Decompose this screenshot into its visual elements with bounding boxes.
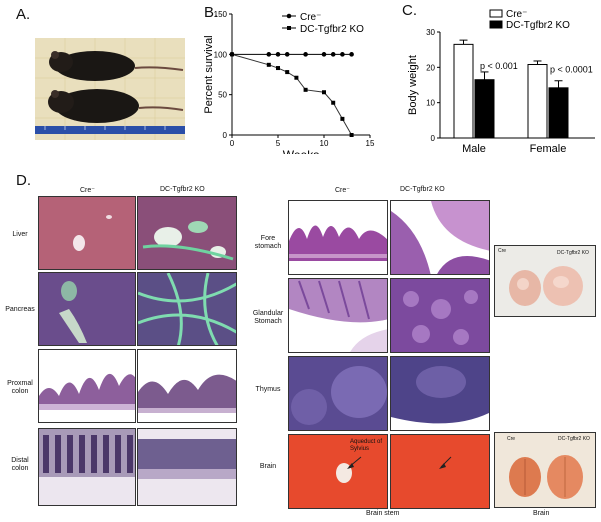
x-axis-label: Weeks xyxy=(283,148,319,154)
y-tick-label: 100 xyxy=(214,50,228,59)
cre-point xyxy=(303,52,308,57)
left-col-header-ko: DC-Tgfbr2 KO xyxy=(160,186,205,193)
brain-label-ko: DC-Tgfbr2 KO xyxy=(558,436,590,442)
liver-cre-image xyxy=(38,196,136,270)
y-tick-label: 150 xyxy=(214,10,228,19)
panel-label-a: A. xyxy=(16,6,31,23)
brain-stem-ko-image xyxy=(390,434,490,509)
distal-colon-cre-image xyxy=(38,428,136,506)
cre-point xyxy=(340,52,345,57)
brain-stem-footer: Brain stem xyxy=(366,510,400,517)
legend-label-1: DC-Tgfbr2 KO xyxy=(506,20,570,31)
legend-label-0: Cre⁻ xyxy=(506,9,527,20)
survival-chart: 0 50 100 150 0 5 10 15 Weeks Percent survival Cre⁻… xyxy=(203,10,375,154)
ko-point xyxy=(331,100,336,105)
bar-1-0 xyxy=(474,79,495,139)
proximal-colon-cre-image xyxy=(38,349,136,423)
series-line-1 xyxy=(231,53,353,136)
distal-colon-ko-image xyxy=(137,428,237,506)
ko-point xyxy=(266,62,271,67)
cre-point xyxy=(349,52,354,57)
x-tick-label: 5 xyxy=(276,139,281,148)
row-label-liver: Liver xyxy=(12,231,28,238)
y-axis-label: Body weight xyxy=(407,55,419,115)
y-tick-label: 30 xyxy=(426,28,435,37)
row-label-glandular-stomach: Glandular Stomach xyxy=(252,310,284,325)
brain-photo-caption: Brain xyxy=(533,510,550,517)
row-label-fore-stomach: Fore stomach xyxy=(254,235,282,250)
right-col-header-ko: DC-Tgfbr2 KO xyxy=(400,186,445,193)
pancreas-ko-image xyxy=(137,272,237,346)
panel-label-b: B. xyxy=(204,4,219,21)
legend-swatch-0 xyxy=(489,9,503,18)
thymus-ko-image xyxy=(390,356,490,431)
x-tick-label: 0 xyxy=(230,139,235,148)
y-tick-label: 0 xyxy=(223,131,228,140)
cre-point xyxy=(275,52,281,57)
aqueduct-annotation: Aqueduct of Sylvius xyxy=(350,439,383,452)
cre-point xyxy=(321,52,327,57)
ko-point xyxy=(340,116,345,121)
row-label-proximal-colon: Proxmal colon xyxy=(7,380,33,395)
annotation-female: p < 0.0001 xyxy=(550,65,593,75)
bar-0-0 xyxy=(453,43,474,139)
legend-label-0: Cre⁻ xyxy=(300,12,321,23)
category-label-0: Male xyxy=(462,143,486,155)
row-label-brain: Brain xyxy=(259,463,277,470)
annotation-male: p < 0.001 xyxy=(480,61,518,71)
fore-stomach-cre-image xyxy=(288,200,388,275)
ko-point xyxy=(276,66,280,71)
right-col-header-cre: Cre⁻ xyxy=(335,187,350,194)
category-label-1: Female xyxy=(530,143,567,155)
ko-point xyxy=(322,90,326,95)
legend-marker-ko xyxy=(287,26,291,30)
stomach-label-ko: DC-Tgfbr2 KO xyxy=(557,250,589,256)
row-label-pancreas: Pancreas xyxy=(5,306,35,313)
liver-ko-image xyxy=(137,196,237,270)
y-tick-label: 20 xyxy=(426,63,435,72)
ko-point xyxy=(349,133,354,137)
stomach-photo xyxy=(494,245,596,317)
x-tick-label: 10 xyxy=(320,139,329,148)
legend-marker-cre xyxy=(286,13,292,19)
x-tick-label: 15 xyxy=(366,139,375,148)
body-weight-chart: 0 10 20 30 Body weight Male Female p < 0.001 p <… xyxy=(407,9,595,155)
panel-label-c: C. xyxy=(402,2,417,19)
mice-photo xyxy=(35,38,185,140)
brain-stem-cre-image xyxy=(288,434,388,509)
legend-swatch-1 xyxy=(489,20,503,29)
row-label-distal-colon: Distal colon xyxy=(11,457,29,472)
cre-point xyxy=(266,52,272,57)
bar-1-1 xyxy=(548,87,569,139)
brain-label-cre: Cre xyxy=(507,436,516,442)
glandular-stomach-ko-image xyxy=(390,278,490,353)
ko-point xyxy=(230,52,234,57)
row-label-thymus: Thymus xyxy=(255,386,281,393)
glandular-stomach-cre-image xyxy=(288,278,388,353)
bar-0-1 xyxy=(527,64,548,139)
y-tick-label: 10 xyxy=(426,99,435,108)
y-tick-label: 0 xyxy=(431,134,436,143)
ko-point xyxy=(303,87,308,92)
fore-stomach-ko-image xyxy=(390,200,490,275)
stomach-label-cre: Cre xyxy=(498,248,507,254)
brain-photo xyxy=(494,432,596,508)
thymus-cre-image xyxy=(288,356,388,431)
proximal-colon-ko-image xyxy=(137,349,237,423)
legend-label-1: DC-Tgfbr2 KO xyxy=(300,24,364,35)
left-col-header-cre: Cre⁻ xyxy=(80,187,95,194)
cre-point xyxy=(284,52,290,57)
y-axis-label: Percent survival xyxy=(203,35,215,113)
ko-point xyxy=(285,70,290,75)
cre-point xyxy=(330,52,336,57)
panel-label-d: D. xyxy=(16,172,31,189)
pancreas-cre-image xyxy=(38,272,136,346)
y-tick-label: 50 xyxy=(218,91,227,100)
ko-point xyxy=(294,75,299,80)
